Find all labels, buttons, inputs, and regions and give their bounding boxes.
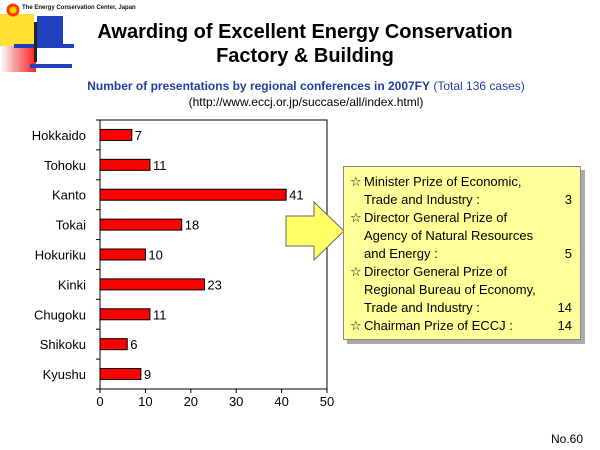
bar-kanto — [99, 188, 287, 201]
x-tick-label: 50 — [320, 394, 334, 409]
value-label: 11 — [153, 307, 167, 322]
indent-spacer — [350, 245, 364, 263]
prize-line: Agency of Natural Resources — [350, 227, 572, 245]
prize-item: ☆ Director General Prize of Agency of Natu… — [350, 209, 572, 263]
value-label: 41 — [289, 188, 303, 203]
x-tick-label: 0 — [96, 394, 103, 409]
category-label: Tohoku — [44, 158, 86, 173]
title-line-2: Factory & Building — [216, 45, 394, 67]
prize-count: 14 — [557, 318, 572, 333]
prize-text: Trade and Industry : — [364, 300, 480, 315]
corner-blue-bar — [14, 44, 74, 48]
prize-line: Trade and Industry : 3 — [350, 191, 572, 209]
org-name: The Energy Conservation Center, Japan — [22, 5, 136, 11]
bar-tokai — [99, 218, 183, 231]
prize-line: and Energy : 5 — [350, 245, 572, 263]
x-tick-label: 30 — [229, 394, 243, 409]
bar-tohoku — [99, 158, 151, 171]
value-label: 7 — [135, 128, 142, 143]
title-line-1: Awarding of Excellent Energy Conservatio… — [97, 21, 513, 43]
prize-count: 5 — [564, 246, 572, 261]
prize-count — [550, 209, 572, 227]
corner-black-bar — [34, 22, 37, 62]
source-url: (http://www.eccj.or.jp/succase/all/index… — [188, 95, 424, 109]
x-tick-label: 10 — [138, 394, 152, 409]
prize-text: and Energy : — [364, 246, 438, 261]
prize-line: ☆ Director General Prize of — [350, 209, 572, 227]
indent-spacer — [350, 281, 364, 299]
eccj-logo-icon — [6, 3, 20, 17]
prize-line: Regional Bureau of Economy, — [350, 281, 572, 299]
star-icon: ☆ — [350, 210, 362, 225]
bar-hokuriku — [99, 248, 146, 261]
indent-spacer — [350, 227, 364, 245]
page-number: No.60 — [551, 432, 584, 446]
x-tick-label: 40 — [274, 394, 288, 409]
category-label: Kanto — [52, 188, 86, 203]
prize-count: 3 — [564, 192, 572, 207]
value-label: 11 — [153, 158, 167, 173]
category-label: Kyushu — [43, 367, 86, 382]
prize-text: Agency of Natural Resources — [364, 228, 534, 243]
value-label: 18 — [185, 218, 199, 233]
bar-hokkaido — [99, 128, 133, 141]
subtitle-total: (Total 136 cases) — [433, 79, 525, 93]
prize-item: ☆ Director General Prize of Regional Burea… — [350, 263, 572, 317]
prize-text: Director General Prize of — [364, 264, 508, 279]
prize-line: Trade and Industry : 14 — [350, 299, 572, 317]
indent-spacer — [350, 191, 364, 209]
star-icon: ☆ — [350, 318, 362, 333]
corner-yellow-square — [0, 14, 34, 48]
category-label: Shikoku — [40, 337, 86, 352]
prize-text: Regional Bureau of Economy, — [364, 282, 536, 297]
category-label: Hokuriku — [35, 248, 86, 263]
indent-spacer — [350, 299, 364, 317]
x-tick-label: 20 — [184, 394, 198, 409]
category-label: Kinki — [58, 277, 86, 292]
prize-count — [550, 263, 572, 281]
corner-blue-square — [37, 16, 63, 44]
bar-chugoku — [99, 308, 151, 321]
prize-text: Minister Prize of Economic, — [364, 174, 522, 189]
prize-count — [550, 281, 572, 299]
star-icon: ☆ — [350, 264, 362, 279]
prize-count: 14 — [557, 300, 572, 315]
prize-line: ☆ Director General Prize of — [350, 263, 572, 281]
prize-line: ☆ Minister Prize of Economic, — [350, 173, 572, 191]
category-label: Chugoku — [34, 307, 86, 322]
prize-item: ☆ Chairman Prize of ECCJ : 14 — [350, 317, 572, 335]
prize-text: Trade and Industry : — [364, 192, 480, 207]
prize-count — [550, 227, 572, 245]
prize-text: Director General Prize of — [364, 210, 508, 225]
page-title: Awarding of Excellent Energy Conservatio… — [70, 20, 540, 68]
subtitle-main: Number of presentations by regional conf… — [87, 79, 431, 93]
corner-blue-bar-lower — [30, 64, 72, 68]
star-icon: ☆ — [350, 174, 362, 189]
chart-subtitle: Number of presentations by regional conf… — [46, 79, 566, 93]
bar-shikoku — [99, 338, 128, 351]
prize-text: Chairman Prize of ECCJ : — [364, 318, 513, 333]
prize-item: ☆ Minister Prize of Economic, Trade and In… — [350, 173, 572, 209]
value-label: 23 — [207, 277, 221, 292]
bar-kyushu — [99, 368, 142, 381]
prize-count — [550, 173, 572, 191]
category-label: Tokai — [56, 218, 86, 233]
category-label: Hokkaido — [32, 128, 86, 143]
value-label: 6 — [130, 337, 137, 352]
prize-line: ☆ Chairman Prize of ECCJ : 14 — [350, 317, 572, 335]
bar-kinki — [99, 278, 205, 291]
right-arrow-icon — [285, 200, 345, 262]
prize-breakdown-box: ☆ Minister Prize of Economic, Trade and In… — [343, 166, 581, 340]
value-label: 10 — [148, 248, 162, 263]
value-label: 9 — [144, 367, 151, 382]
